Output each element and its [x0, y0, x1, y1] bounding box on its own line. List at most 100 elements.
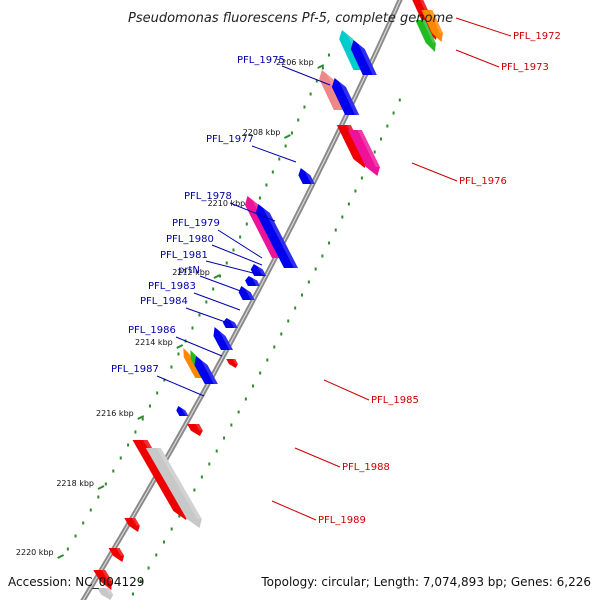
forward-dotted-track	[66, 53, 330, 551]
track-dot	[258, 196, 261, 200]
track-dot	[341, 215, 344, 219]
gene-label-reverse: PFL_1976	[459, 176, 507, 187]
track-dot	[328, 241, 331, 245]
track-dot	[104, 482, 107, 486]
track-dot	[271, 170, 274, 174]
track-dot	[327, 53, 330, 57]
gene-pfl-1980-shape	[245, 276, 260, 286]
leader-forward	[229, 202, 276, 222]
track-dot	[321, 254, 324, 258]
gene-pfl-1987-shape	[194, 356, 218, 384]
gene-label-reverse: PFL_1972	[513, 31, 561, 42]
gene-pfl-1985-shape	[226, 359, 238, 368]
scale-tick-mark	[283, 134, 291, 139]
track-dot	[156, 391, 159, 395]
backbone	[78, 0, 403, 605]
track-dot	[163, 378, 166, 382]
track-dot	[239, 235, 242, 239]
track-dot	[265, 183, 268, 187]
track-dot	[208, 462, 211, 466]
gene-label-forward: PFL_1977	[206, 134, 254, 145]
track-dot	[178, 514, 181, 518]
gene-pfl-1975a-shape	[350, 40, 377, 75]
leader-forward	[156, 375, 205, 397]
leader-forward	[193, 292, 241, 311]
track-dot	[232, 248, 235, 252]
gene-pfl-1988-small-shape	[187, 424, 203, 436]
track-dot	[237, 410, 240, 414]
track-dot	[200, 475, 203, 479]
scale-tick-mark	[137, 415, 145, 420]
track-dot	[212, 287, 215, 291]
accession-text: Accession: NC_004129	[8, 575, 144, 589]
gene-pfl-1972b-shine	[421, 10, 443, 33]
track-dot	[303, 105, 306, 109]
track-dot	[119, 456, 122, 460]
track-dot	[244, 397, 247, 401]
gene-label-reverse: PFL_1973	[501, 62, 549, 73]
gene-pfl-1981-shape	[238, 286, 255, 300]
track-dot	[309, 92, 312, 96]
gene-label-forward: prtN	[178, 265, 200, 276]
gene-lower-3-shape	[97, 588, 114, 600]
scale-tick-label: 2214 kbp	[135, 338, 173, 347]
scale-tick-mark	[317, 64, 325, 69]
track-dot	[245, 222, 248, 226]
scale-tick-label: 2208 kbp	[243, 128, 281, 137]
track-dot	[287, 319, 290, 323]
track-dot	[280, 332, 283, 336]
track-dot	[223, 436, 226, 440]
track-dot	[82, 521, 85, 525]
leader-forward	[205, 260, 266, 277]
gene-pfl-1979-shine	[253, 264, 267, 276]
track-dot	[198, 313, 201, 317]
scale-tick-mark	[176, 344, 184, 349]
track-dot	[398, 98, 401, 102]
gene-label-forward: PFL_1975	[237, 55, 285, 66]
track-dot	[139, 579, 142, 583]
track-dot	[290, 131, 293, 135]
scale-tick-mark	[57, 554, 65, 559]
labels: Pseudomonas fluorescens Pf-5, complete g…	[8, 11, 591, 589]
gene-pfl-1978-shape	[255, 204, 298, 268]
gene-label-forward: PFL_1986	[128, 325, 176, 336]
gene-pfl-1976a-shape	[336, 125, 368, 168]
gene-pfl-1973-shine	[415, 20, 436, 43]
gene-pfl-1989-small-shape	[124, 518, 140, 532]
scale-tick-mark	[97, 485, 105, 490]
track-dot	[278, 157, 281, 161]
gene-pfl-1981	[238, 286, 255, 300]
gene-pfl-1985-shine	[226, 359, 238, 364]
track-dot	[170, 365, 173, 369]
gene-pfl-1978	[255, 204, 298, 268]
leader-forward	[217, 229, 263, 259]
track-dot	[315, 79, 318, 83]
track-dot	[193, 488, 196, 492]
gene-pfl-1975a	[350, 40, 377, 75]
gene-pfl-1983-shine	[214, 327, 233, 350]
scale-tick-label: 2212 kbp	[172, 268, 210, 277]
gene-pfl-1973	[415, 20, 436, 52]
gene-pfl-1976b-shape	[347, 130, 380, 176]
gene-pfl-1980	[245, 276, 260, 286]
leader-reverse	[411, 162, 458, 182]
gene-pfl-1975a-shine	[353, 40, 377, 75]
gene-label-forward: PFL_1978	[184, 191, 232, 202]
gene-pfl-1980-shine	[248, 276, 260, 286]
track-dot	[354, 189, 357, 193]
track-dot	[225, 261, 228, 265]
gene-lower-3	[97, 588, 114, 600]
gene-prtn	[222, 318, 238, 328]
gene-pfl-1987-small-shape	[176, 406, 189, 416]
gene-lower-1-shape	[108, 548, 125, 562]
leader-forward	[281, 65, 331, 86]
gene-pfl-1976b-shine	[347, 130, 380, 167]
track-dot	[301, 293, 304, 297]
track-dot	[252, 384, 255, 388]
scale-tick-mark	[213, 274, 221, 279]
gene-pfl-1975b	[331, 78, 360, 115]
gene-pfl-1981-shine	[241, 286, 255, 300]
gene-pfl-1978-shine	[258, 204, 298, 268]
